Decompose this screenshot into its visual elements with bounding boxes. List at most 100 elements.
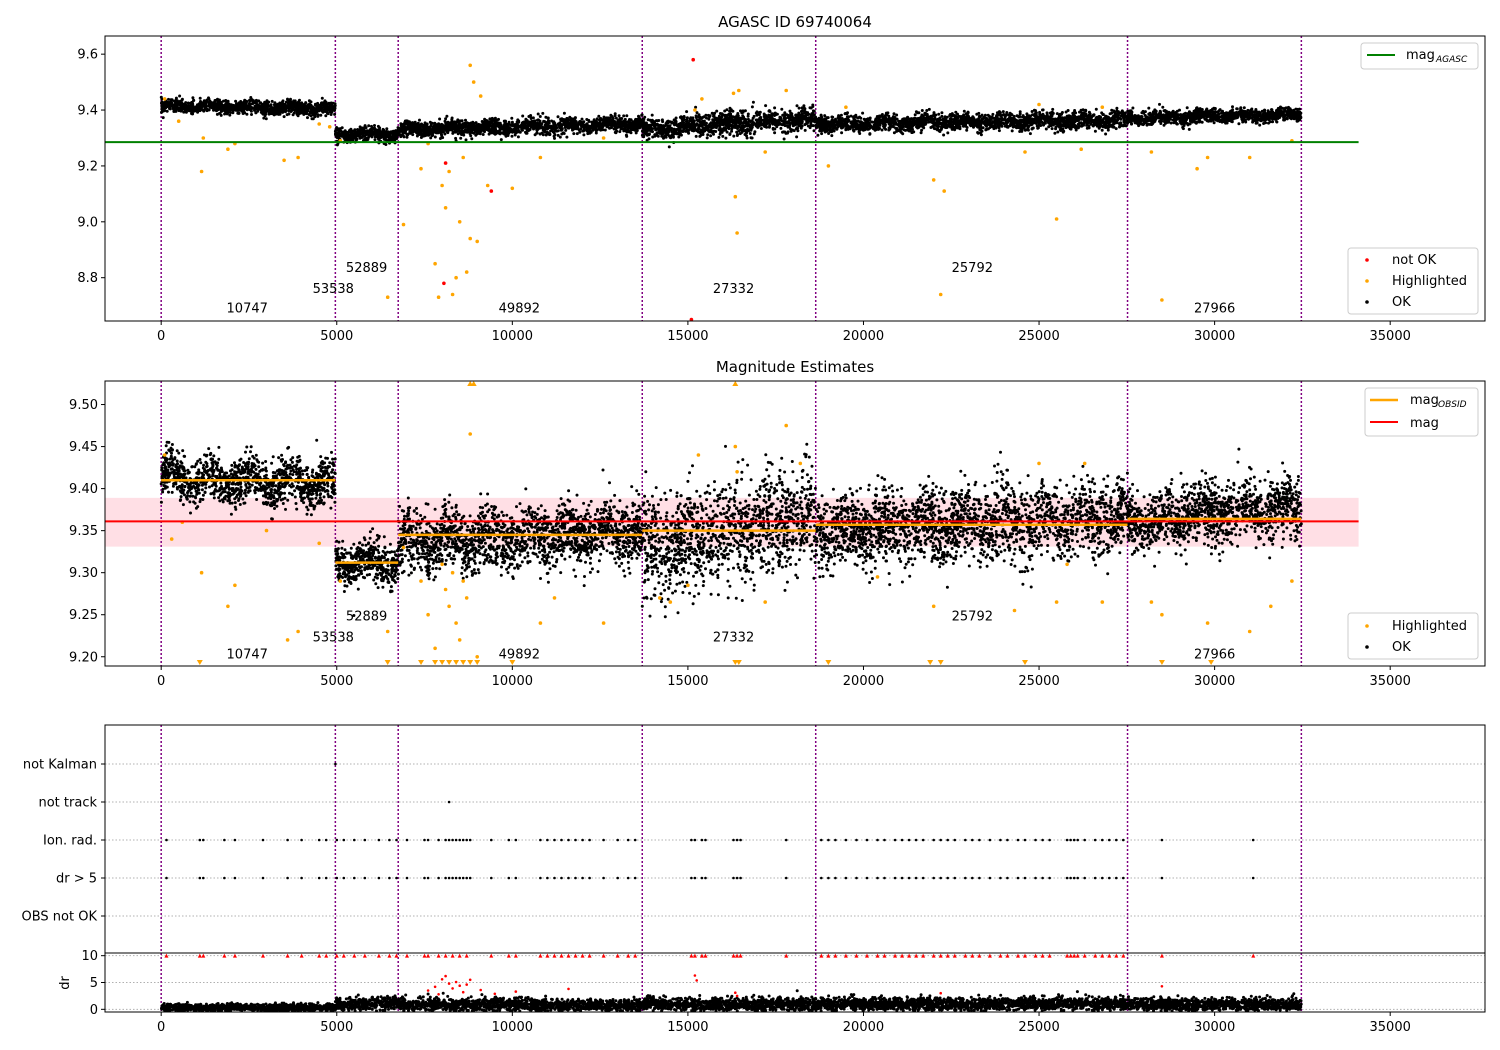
agasc-ok-point	[306, 116, 309, 120]
agasc-ok-point	[174, 109, 178, 113]
agasc-ok-point	[536, 118, 540, 122]
agasc-ok-point	[481, 133, 485, 136]
agasc-ok-point	[170, 102, 174, 105]
agasc-ok-point	[678, 133, 682, 137]
agasc-ok-point	[440, 123, 444, 127]
agasc-ok-point	[788, 109, 792, 113]
agasc-ok-point	[702, 128, 706, 132]
agasc-ok-point	[657, 119, 661, 122]
agasc-ok-point	[625, 134, 629, 138]
agasc-ok-point	[788, 122, 792, 126]
agasc-ok-point	[582, 133, 586, 137]
agasc-ok-point	[254, 111, 258, 115]
agasc-ok-point	[503, 124, 507, 128]
agasc-ok-point	[633, 121, 637, 125]
agasc-ok-point	[777, 121, 781, 124]
agasc-ok-point	[402, 135, 406, 139]
agasc-ok-point	[541, 111, 545, 115]
agasc-ok-point	[522, 121, 526, 125]
agasc-ok-point	[380, 131, 384, 135]
agasc-ok-point	[573, 116, 577, 120]
agasc-ok-point	[752, 121, 756, 125]
agasc-ok-point	[354, 134, 358, 138]
agasc-ok-point	[283, 110, 287, 114]
agasc-ok-point	[510, 123, 514, 127]
agasc-ok-point	[194, 105, 198, 109]
agasc-ok-point	[521, 114, 525, 118]
agasc-ok-point	[303, 112, 306, 116]
agasc-ok-point	[803, 128, 807, 132]
agasc-ok-point	[751, 100, 755, 104]
agasc-ok-point	[296, 102, 300, 106]
agasc-ok-point	[670, 120, 674, 124]
agasc-ok-point	[469, 134, 473, 138]
agasc-ok-point	[433, 135, 437, 139]
agasc-ok-point	[378, 133, 382, 137]
agasc-ok-point	[831, 115, 835, 119]
agasc-ok-point	[315, 104, 319, 108]
agasc-ok-point	[656, 134, 660, 138]
agasc-ok-point	[209, 104, 213, 108]
agasc-ok-point	[317, 109, 321, 113]
agasc-ok-point	[289, 100, 292, 104]
agasc-ok-point	[475, 123, 479, 127]
agasc-ok-point	[489, 118, 493, 122]
agasc-ok-point	[691, 116, 695, 120]
agasc-ok-point	[712, 114, 715, 118]
agasc-ok-point	[494, 128, 497, 132]
agasc-ok-point	[784, 120, 788, 124]
agasc-ok-point	[463, 130, 467, 134]
agasc-ok-point	[634, 131, 638, 135]
agasc-ok-point	[464, 118, 467, 122]
agasc-ok-point	[780, 119, 784, 123]
agasc-ok-point	[661, 125, 665, 129]
agasc-ok-point	[655, 122, 659, 126]
agasc-ok-point	[416, 121, 420, 125]
agasc-ok-point	[213, 100, 216, 104]
agasc-ok-point	[558, 135, 562, 139]
agasc-ok-point	[612, 121, 616, 125]
agasc-ok-point	[161, 116, 165, 120]
agasc-ok-point	[292, 111, 296, 115]
agasc-ok-point	[668, 125, 671, 129]
agasc-ok-point	[647, 137, 651, 141]
agasc-ok-point	[712, 129, 716, 133]
agasc-ok-point	[483, 117, 487, 121]
agasc-ok-point	[622, 121, 626, 125]
agasc-ok-point	[423, 131, 427, 135]
agasc-ok-point	[552, 131, 556, 135]
agasc-ok-point	[179, 109, 183, 113]
agasc-ok-point	[269, 103, 273, 107]
agasc-ok-point	[298, 110, 302, 114]
agasc-ok-point	[733, 115, 737, 119]
agasc-ok-point	[208, 102, 212, 106]
agasc-ok-point	[206, 108, 210, 112]
agasc-ok-point	[705, 125, 709, 129]
agasc-ok-point	[755, 124, 759, 128]
agasc-ok-point	[233, 107, 237, 111]
agasc-ok-point	[419, 129, 422, 133]
agasc-ok-point	[339, 134, 343, 138]
agasc-ok-point	[546, 122, 550, 126]
agasc-ok-point	[212, 107, 216, 111]
agasc-ok-point	[570, 119, 574, 123]
agasc-ok-point	[178, 94, 182, 98]
agasc-ok-point	[552, 120, 556, 124]
agasc-ok-point	[373, 124, 376, 127]
agasc-ok-point	[1030, 110, 1034, 113]
agasc-ok-point	[730, 127, 734, 131]
agasc-ok-point	[940, 111, 944, 115]
agasc-ok-point	[441, 136, 445, 140]
agasc-ok-point	[405, 119, 409, 123]
agasc-ok-point	[670, 133, 674, 137]
agasc-ok-point	[674, 121, 678, 125]
agasc-ok-point	[376, 124, 380, 128]
agasc-ok-point	[775, 125, 779, 129]
agasc-ok-point	[437, 122, 441, 126]
agasc-ok-point	[172, 107, 176, 111]
agasc-ok-point	[745, 121, 749, 125]
agasc-ok-point	[401, 131, 405, 135]
agasc-ok-point	[287, 112, 291, 116]
agasc-ok-point	[324, 114, 328, 118]
